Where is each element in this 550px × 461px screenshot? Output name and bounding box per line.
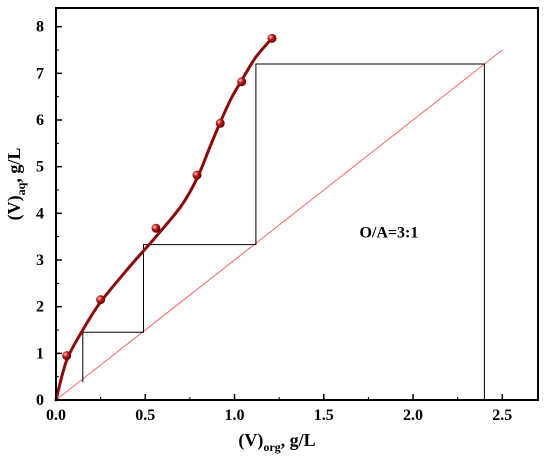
y-tick-label: 2 bbox=[36, 299, 44, 316]
x-axis-title: (V)org, g/L bbox=[238, 430, 315, 454]
stage-steps bbox=[82, 63, 485, 400]
operating-line bbox=[55, 49, 503, 401]
ratio-annotation: O/A=3:1 bbox=[359, 225, 418, 242]
axis-ticks: 0.0 0.5 1.0 1.5 2.0 2.5 0 1 2 3 4 5 6 7 8 bbox=[36, 19, 512, 424]
data-point bbox=[62, 351, 72, 361]
x-tick-label: 0.5 bbox=[135, 407, 155, 424]
data-point bbox=[215, 118, 225, 128]
y-tick-label: 4 bbox=[36, 205, 44, 222]
y-tick-label: 0 bbox=[36, 392, 44, 409]
y-tick-label: 6 bbox=[36, 112, 44, 129]
x-tick-label: 1.0 bbox=[225, 407, 245, 424]
x-tick-label: 2.0 bbox=[403, 407, 423, 424]
plot-frame bbox=[55, 7, 539, 401]
data-point bbox=[267, 33, 277, 43]
y-axis-title: (V)aq, g/L bbox=[4, 148, 28, 221]
x-tick-label: 1.5 bbox=[314, 407, 334, 424]
x-tick-label: 2.5 bbox=[492, 407, 512, 424]
x-tick-label: 0.0 bbox=[46, 407, 66, 424]
y-tick-label: 1 bbox=[36, 345, 44, 362]
data-point bbox=[192, 170, 202, 180]
y-tick-label: 3 bbox=[36, 252, 44, 269]
data-point bbox=[237, 77, 247, 87]
y-tick-label: 7 bbox=[36, 65, 44, 82]
plot-area bbox=[54, 33, 503, 402]
data-point bbox=[96, 295, 106, 305]
data-point bbox=[151, 223, 161, 233]
y-tick-label: 5 bbox=[36, 159, 44, 176]
y-tick-label: 8 bbox=[36, 19, 44, 36]
